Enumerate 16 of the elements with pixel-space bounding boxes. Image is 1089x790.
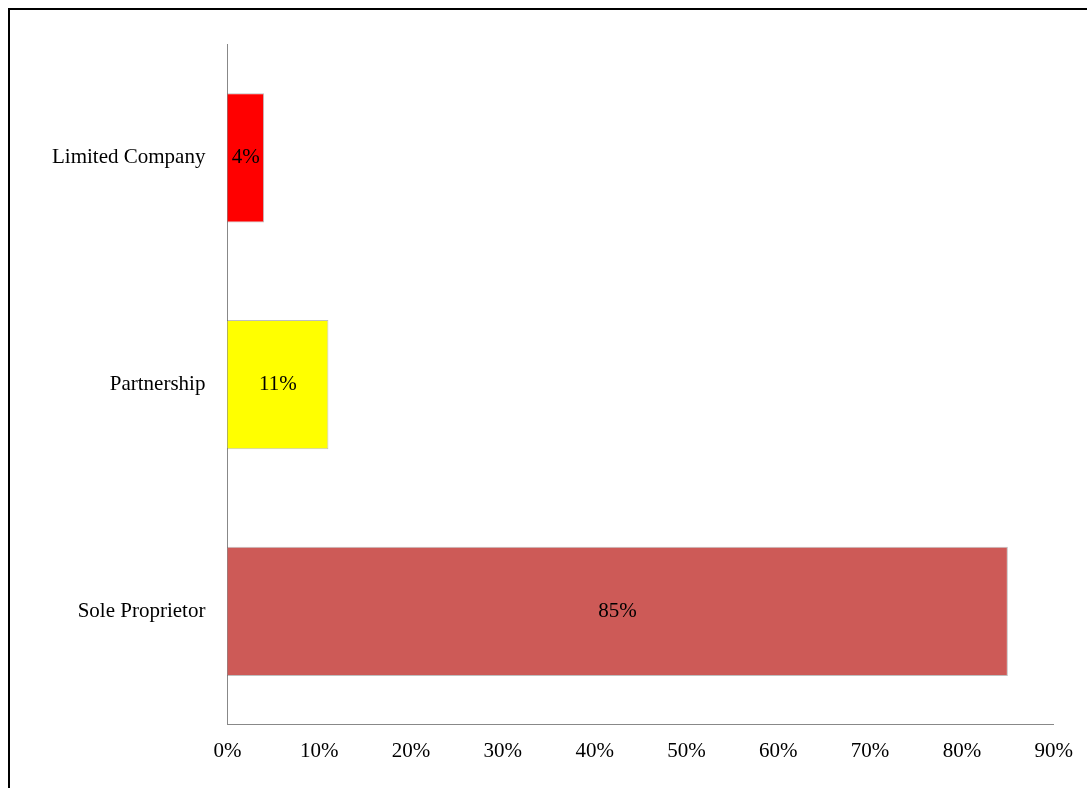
y-tick-label: Limited Company	[51, 144, 206, 169]
data-label: 85%	[598, 597, 637, 622]
x-tick-label: 50%	[667, 737, 706, 762]
x-tick-label: 20%	[391, 737, 431, 762]
x-tick-label: 10%	[299, 737, 339, 762]
data-label: 4%	[231, 144, 260, 169]
y-tick-label: Sole Proprietor	[77, 597, 206, 622]
x-tick-label: 60%	[759, 737, 798, 762]
y-tick-label: Partnership	[109, 371, 206, 396]
x-tick-label: 80%	[942, 737, 982, 762]
data-label: 11%	[259, 371, 297, 396]
x-tick-label: 30%	[483, 737, 523, 762]
x-tick-label: 0%	[213, 737, 242, 762]
x-tick-label: 90%	[1034, 737, 1073, 762]
x-tick-label: 40%	[575, 737, 614, 762]
x-tick-label: 70%	[850, 737, 890, 762]
